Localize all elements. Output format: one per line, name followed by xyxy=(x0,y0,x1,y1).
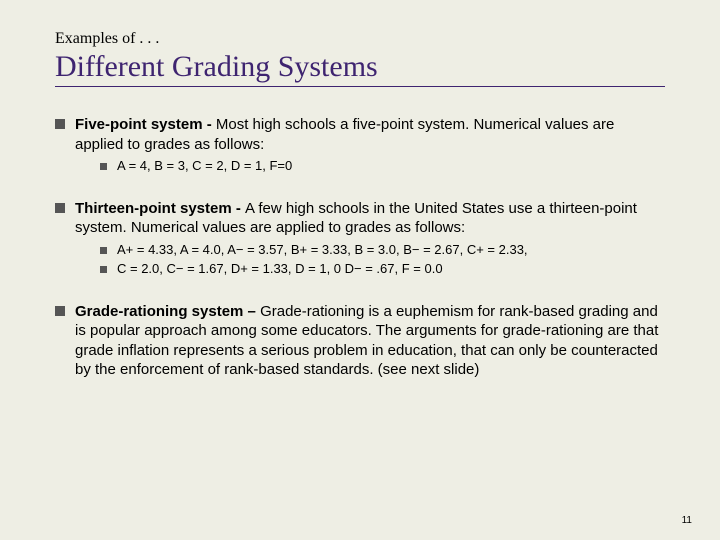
square-bullet-icon xyxy=(55,119,65,129)
small-square-bullet-icon xyxy=(100,247,107,254)
sub-list: A+ = 4.33, A = 4.0, A− = 3.57, B+ = 3.33… xyxy=(100,242,665,278)
section-text: Thirteen-point system - A few high schoo… xyxy=(75,199,665,238)
page-title: Different Grading Systems xyxy=(55,50,665,87)
sub-text: A = 4, B = 3, C = 2, D = 1, F=0 xyxy=(117,158,292,175)
section-grade-rationing: Grade-rationing system – Grade-rationing… xyxy=(55,302,665,380)
sub-text: A+ = 4.33, A = 4.0, A− = 3.57, B+ = 3.33… xyxy=(117,242,528,259)
section-thirteen-point: Thirteen-point system - A few high schoo… xyxy=(55,199,665,278)
small-square-bullet-icon xyxy=(100,163,107,170)
sub-item: C = 2.0, C− = 1.67, D+ = 1.33, D = 1, 0 … xyxy=(100,261,665,278)
kicker-text: Examples of . . . xyxy=(55,30,665,48)
page-number: 11 xyxy=(682,515,692,526)
section-lead: Thirteen-point system - xyxy=(75,200,245,217)
section-text: Five-point system - Most high schools a … xyxy=(75,115,665,154)
square-bullet-icon xyxy=(55,306,65,316)
section-lead: Five-point system - xyxy=(75,116,216,133)
section-text: Grade-rationing system – Grade-rationing… xyxy=(75,302,665,380)
sub-text: C = 2.0, C− = 1.67, D+ = 1.33, D = 1, 0 … xyxy=(117,261,443,278)
sub-item: A = 4, B = 3, C = 2, D = 1, F=0 xyxy=(100,158,665,175)
sub-item: A+ = 4.33, A = 4.0, A− = 3.57, B+ = 3.33… xyxy=(100,242,665,259)
section-lead: Grade-rationing system – xyxy=(75,303,260,320)
square-bullet-icon xyxy=(55,203,65,213)
small-square-bullet-icon xyxy=(100,266,107,273)
section-five-point: Five-point system - Most high schools a … xyxy=(55,115,665,175)
sub-list: A = 4, B = 3, C = 2, D = 1, F=0 xyxy=(100,158,665,175)
